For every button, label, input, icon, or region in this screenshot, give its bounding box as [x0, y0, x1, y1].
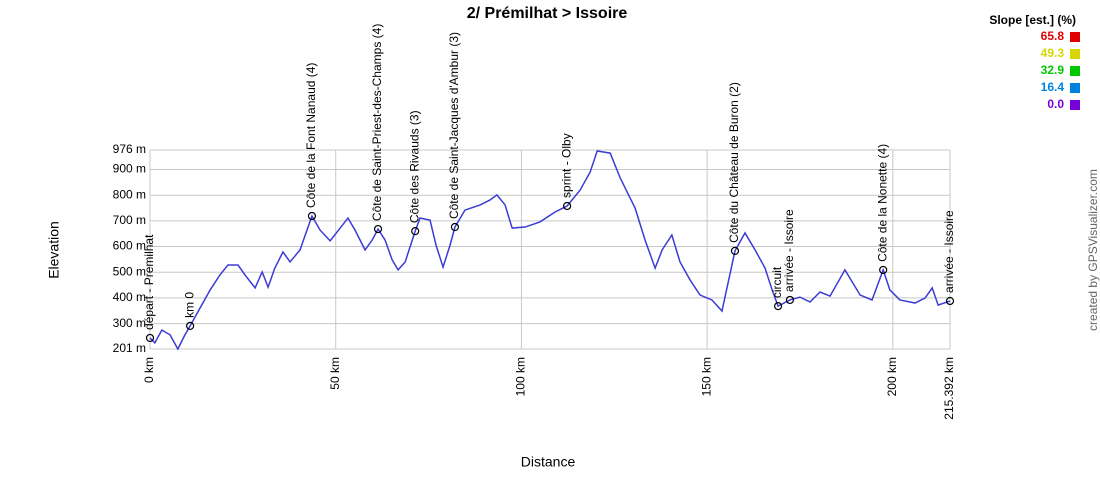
- credit: created by GPSVisualizer.com: [1086, 169, 1100, 331]
- waypoint-label: arrivée - Issoire: [942, 210, 956, 293]
- x-tick-label: 100 km: [514, 357, 528, 396]
- x-tick-label: 200 km: [885, 357, 899, 396]
- x-tick-label: 0 km: [142, 357, 156, 383]
- waypoint-marker: [785, 295, 795, 305]
- y-tick-label: 300 m: [113, 316, 146, 330]
- y-tick-label: 700 m: [113, 213, 146, 227]
- legend-label: 16.4: [1041, 80, 1065, 94]
- legend-label: 32.9: [1041, 63, 1065, 77]
- y-axis-label: Elevation: [46, 221, 62, 279]
- x-tick-label: 215.392 km: [942, 357, 956, 420]
- waypoint-marker: [411, 227, 420, 236]
- waypoint-label: arrivée - Issoire: [782, 209, 796, 292]
- waypoint-label: Côte de la Nonette (4): [875, 144, 889, 262]
- legend-swatch: [1070, 49, 1080, 59]
- waypoint-label: Côte de Saint-Priest-des-Champs (4): [370, 24, 384, 221]
- y-tick-label: 976 m: [113, 142, 146, 156]
- waypoint-marker: [373, 224, 383, 234]
- y-tick-label: 600 m: [113, 239, 146, 253]
- y-tick-label: 900 m: [113, 162, 146, 176]
- waypoint-marker: [307, 211, 317, 221]
- waypoint-marker: [562, 201, 572, 211]
- waypoint-marker: [879, 265, 888, 275]
- x-tick-label: 150 km: [699, 357, 713, 396]
- waypoint-marker: [186, 321, 195, 330]
- waypoint-label: Côte de la Font Nanaud (4): [304, 63, 318, 208]
- waypoint-label: Côte de Saint-Jacques d'Ambur (3): [447, 32, 461, 219]
- waypoint-marker: [730, 246, 740, 256]
- waypoint-label: circuit: [770, 266, 784, 298]
- legend-swatch: [1070, 83, 1080, 93]
- legend-label: 65.8: [1041, 29, 1065, 43]
- waypoint-label: départ - Premilhat: [142, 234, 156, 330]
- legend-title: Slope [est.] (%): [989, 13, 1076, 27]
- legend-label: 49.3: [1041, 46, 1065, 60]
- y-tick-label: 400 m: [113, 290, 146, 304]
- waypoint-marker: [145, 333, 155, 343]
- legend-swatch: [1070, 100, 1080, 110]
- waypoint-label: km 0: [182, 292, 196, 318]
- x-axis-label: Distance: [521, 454, 576, 470]
- elevation-line: [149, 150, 951, 351]
- waypoint-label: Côte du Château de Buron (2): [727, 82, 741, 243]
- waypoint-label: sprint - Olby: [559, 133, 573, 198]
- waypoint-marker: [773, 302, 783, 311]
- waypoint-label: Côte des Rivauds (3): [407, 110, 421, 223]
- chart-title: 2/ Prémilhat > Issoire: [467, 5, 628, 22]
- y-tick-label: 800 m: [113, 187, 146, 201]
- legend-swatch: [1070, 66, 1080, 76]
- y-tick-label: 201 m: [113, 341, 146, 355]
- x-tick-label: 50 km: [328, 357, 342, 390]
- waypoint-marker: [945, 296, 955, 306]
- legend-swatch: [1070, 32, 1080, 42]
- y-tick-label: 500 m: [113, 264, 146, 278]
- legend-label: 0.0: [1047, 97, 1064, 111]
- waypoint-marker: [450, 222, 460, 232]
